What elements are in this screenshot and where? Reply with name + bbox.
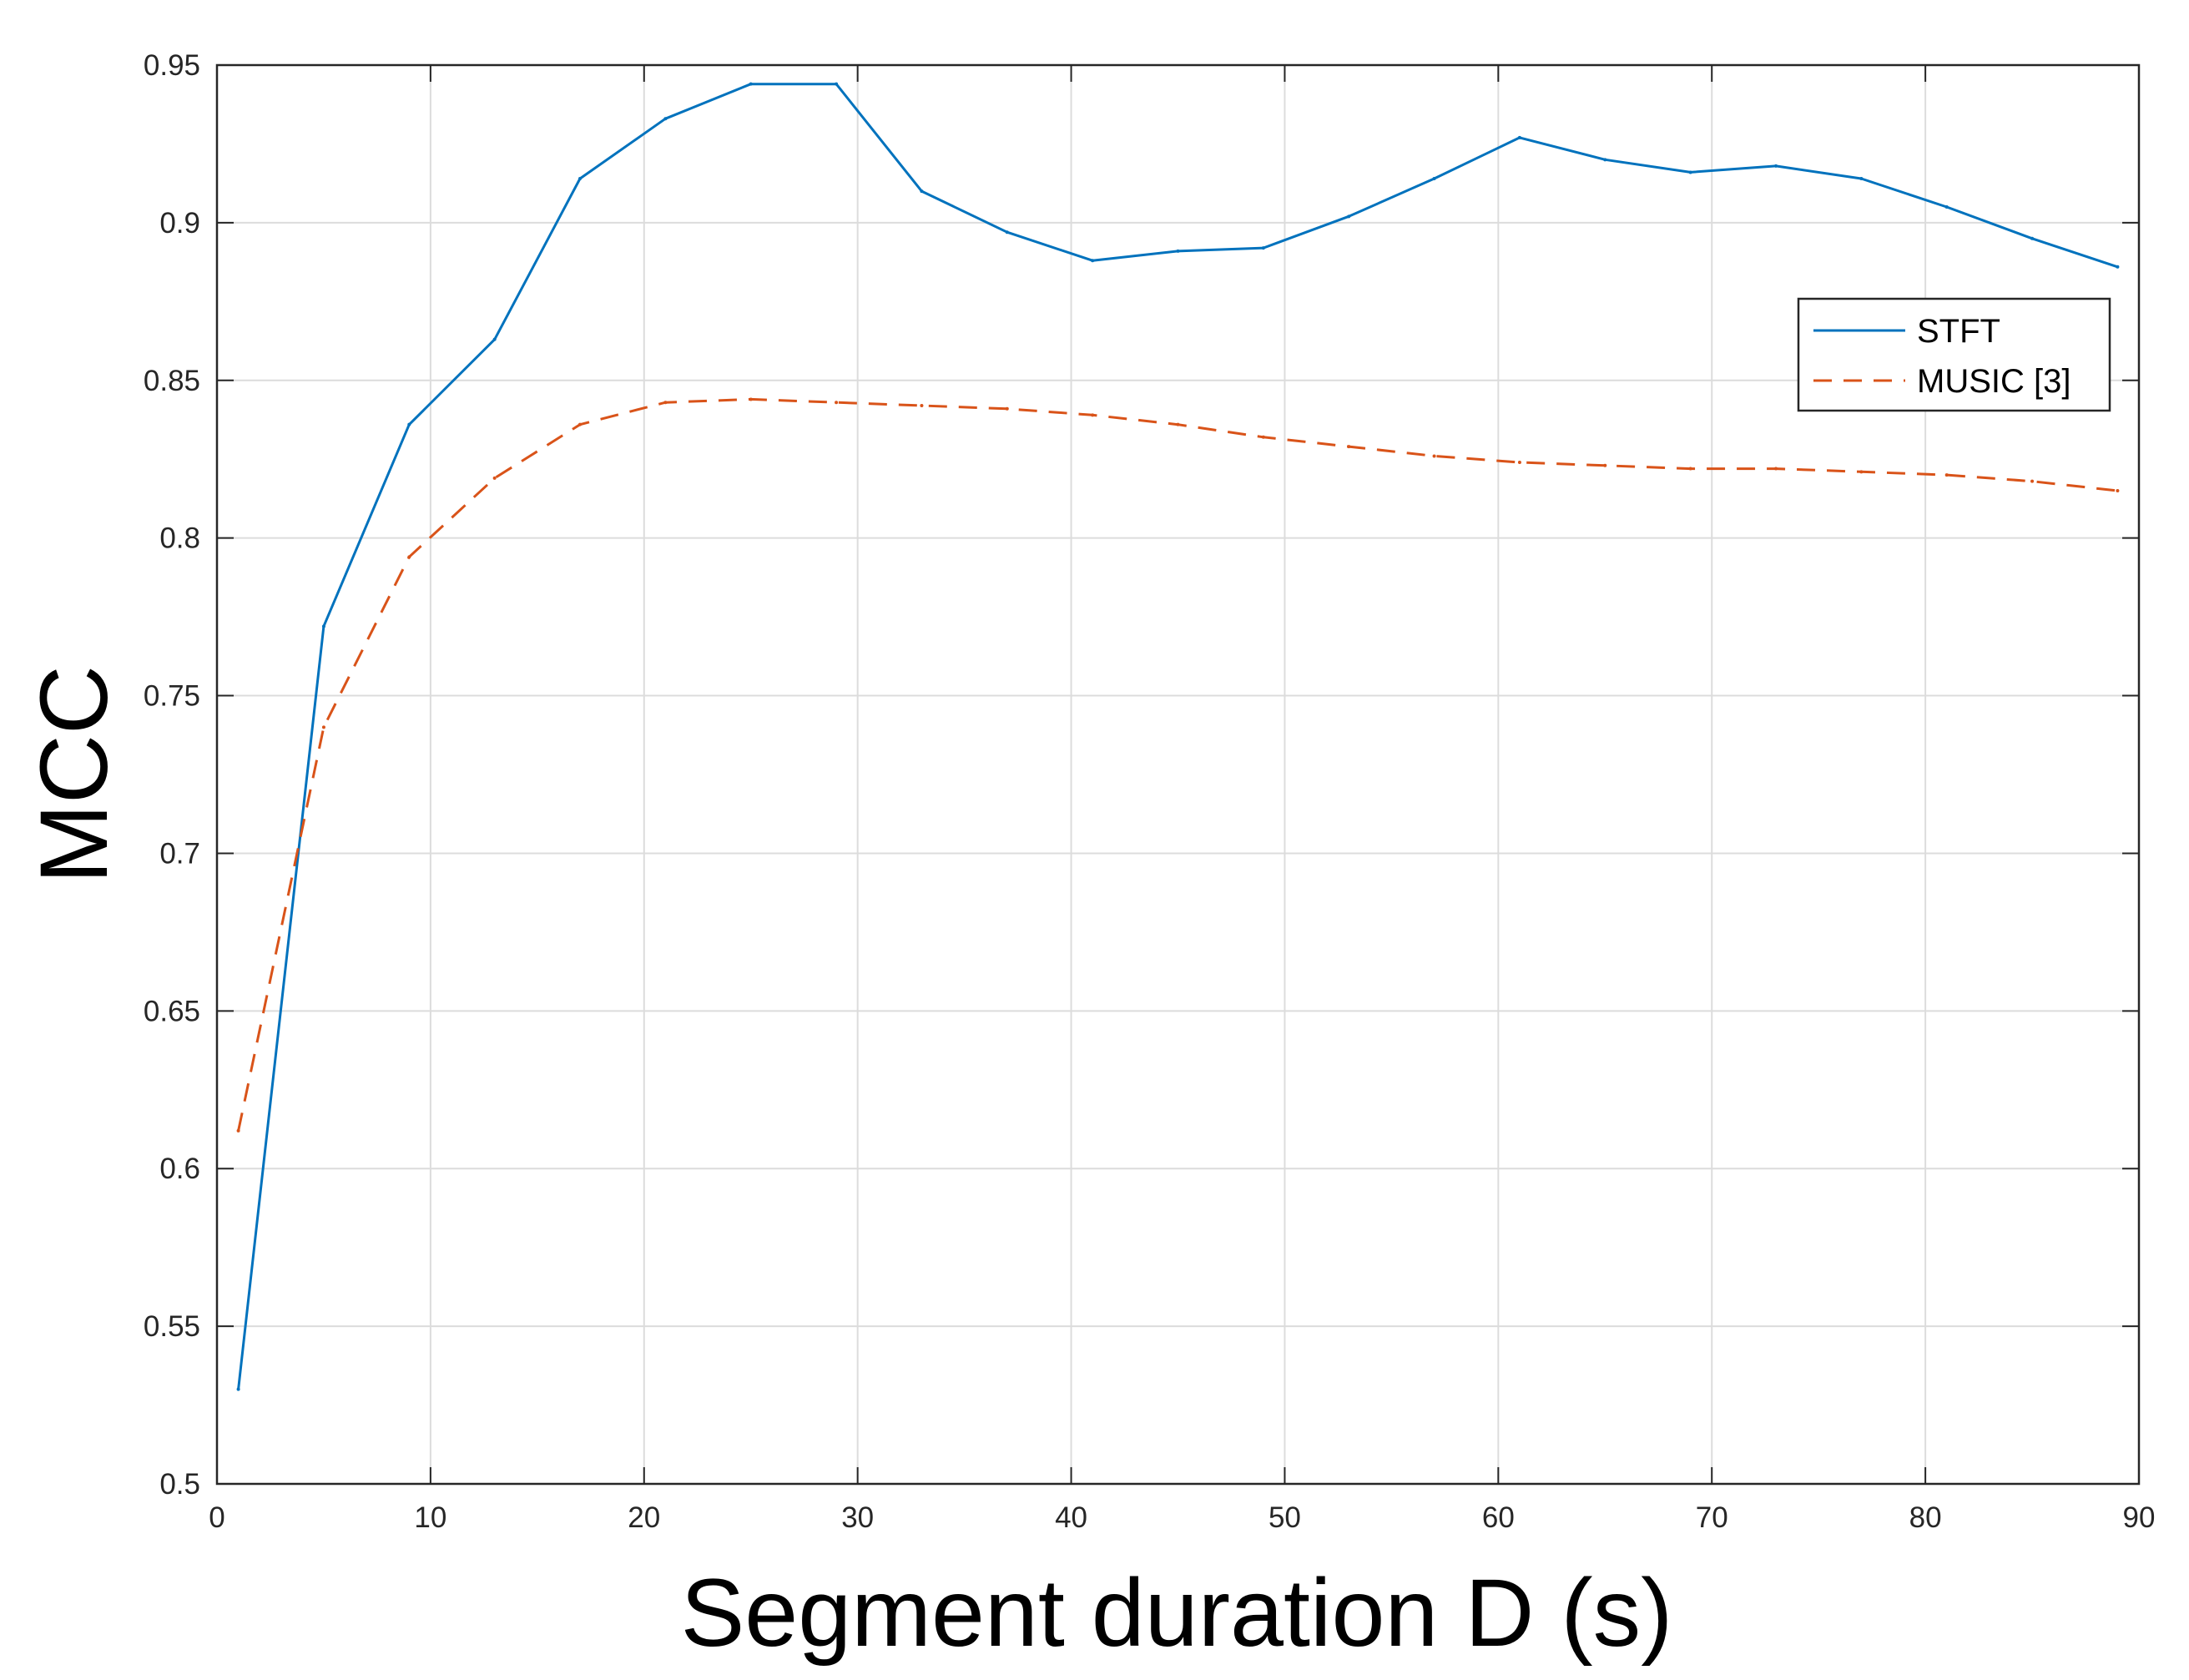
y-axis-label: MCC [21,665,128,884]
y-tick-label: 0.55 [144,1310,200,1343]
y-tick-label: 0.75 [144,680,200,713]
data-point-music-3 [1261,435,1265,439]
legend-label-music: MUSIC [3] [1917,363,2070,400]
data-point-stft [1944,205,1949,209]
data-point-stft [1091,259,1095,263]
data-point-stft [321,624,325,628]
data-point-music-3 [749,397,753,401]
x-tick-label: 30 [841,1501,874,1534]
x-tick-label: 80 [1909,1501,1942,1534]
x-tick-label: 20 [628,1501,660,1534]
data-point-music-3 [2116,489,2120,492]
plot-area [217,65,2139,1484]
data-point-music-3 [1859,470,1864,474]
data-point-music-3 [663,401,668,405]
data-point-stft [407,422,411,426]
y-tick-label: 0.85 [144,365,200,397]
data-point-music-3 [236,1128,240,1133]
y-tick-label: 0.8 [159,522,200,555]
x-tick-label: 70 [1696,1501,1728,1534]
y-tick-label: 0.6 [159,1153,200,1185]
data-point-stft [1347,214,1351,219]
data-point-music-3 [1005,406,1009,411]
data-point-music-3 [835,401,839,405]
data-point-music-3 [1517,461,1521,464]
x-tick-label: 40 [1055,1501,1087,1534]
data-point-stft [749,82,753,86]
data-point-music-3 [1688,467,1692,471]
data-point-stft [236,1387,240,1391]
data-point-stft [492,337,497,341]
data-point-music-3 [1773,467,1778,471]
data-point-stft [2116,265,2120,269]
data-point-stft [1005,230,1009,235]
data-point-stft [1603,158,1607,162]
legend-box [1797,297,2111,412]
y-tick-label: 0.5 [159,1468,200,1501]
data-point-stft [1773,164,1778,168]
data-point-music-3 [1603,463,1607,467]
data-point-stft [2030,236,2035,240]
data-point-music-3 [1091,413,1095,417]
data-point-music-3 [1176,422,1180,426]
x-axis-label: Segment duration D (s) [681,1560,1673,1667]
data-point-music-3 [1432,454,1436,458]
data-point-music-3 [2030,479,2035,483]
data-point-stft [920,189,924,194]
x-tick-label: 90 [2123,1501,2156,1534]
data-point-stft [835,82,839,86]
data-point-stft [1176,249,1180,253]
data-point-stft [578,177,583,180]
legend-label-stft: STFT [1917,313,2000,350]
y-tick-label: 0.7 [159,837,200,870]
series-group [236,82,2120,1391]
data-point-music-3 [492,476,497,480]
tick-marks [216,64,2140,1485]
data-point-music-3 [407,555,411,559]
data-point-stft [1517,135,1521,139]
data-point-music-3 [920,404,924,407]
data-point-stft [1432,177,1436,180]
legend: STFT MUSIC [3] [1797,297,2111,412]
data-point-stft [1261,246,1265,250]
y-tick-label: 0.95 [144,49,200,82]
x-tick-label: 50 [1269,1501,1301,1534]
x-tick-labels: 0 10 20 30 40 50 60 70 80 90 [209,1501,2155,1534]
y-tick-label: 0.9 [159,207,200,240]
data-point-stft [1688,170,1692,174]
y-tick-label: 0.65 [144,995,200,1027]
data-point-music-3 [1347,445,1351,449]
y-tick-labels: 0.5 0.55 0.6 0.65 0.7 0.75 0.8 0.85 0.9 0.95 [144,49,200,1501]
x-tick-label: 10 [414,1501,446,1534]
data-point-music-3 [1944,473,1949,477]
data-point-music-3 [321,725,325,729]
data-point-stft [663,117,668,121]
data-point-stft [1859,177,1864,180]
data-point-music-3 [578,422,583,426]
plot-frame [215,63,2141,1486]
x-tick-label: 60 [1482,1501,1515,1534]
x-tick-label: 0 [209,1501,224,1534]
